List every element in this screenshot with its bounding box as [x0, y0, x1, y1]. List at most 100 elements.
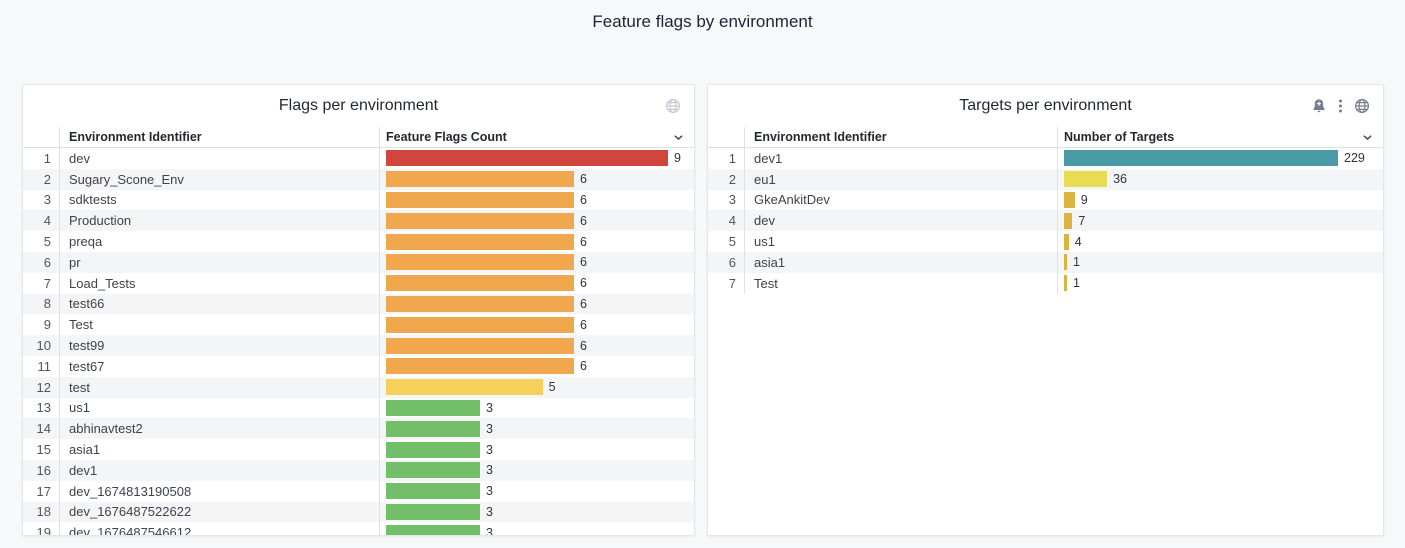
environment-identifier-cell: dev1 [59, 459, 379, 481]
bar-gauge [1064, 191, 1075, 208]
row-index: 6 [43, 254, 51, 270]
row-index: 5 [728, 234, 736, 250]
table-row: 5 us1 4 [708, 231, 1383, 252]
environment-identifier-cell: dev_1674813190508 [59, 480, 379, 502]
environment-identifier-cell: asia1 [744, 251, 1057, 273]
table-row: 14 abhinavtest2 3 [23, 418, 694, 440]
globe-icon[interactable] [665, 98, 681, 114]
bar-value-label: 7 [1078, 213, 1086, 228]
row-index: 4 [728, 213, 736, 229]
bar-gauge [386, 399, 480, 416]
value-cell: 36 [1057, 168, 1383, 190]
row-index: 13 [36, 400, 51, 416]
environment-identifier-cell: test66 [59, 293, 379, 315]
chevron-down-icon[interactable] [1361, 131, 1374, 144]
row-index: 3 [43, 192, 51, 208]
value-cell: 5 [379, 376, 694, 398]
table-row: 1 dev 9 [23, 148, 694, 169]
row-index: 2 [728, 171, 736, 187]
row-index: 5 [43, 234, 51, 250]
row-index: 6 [728, 254, 736, 270]
bar-value-label: 3 [486, 442, 493, 457]
environment-identifier-cell: Test [744, 272, 1057, 294]
environment-identifier-cell: Test [59, 314, 379, 336]
value-cell: 3 [379, 501, 694, 523]
column-header-value: Number of Targets [1057, 127, 1383, 147]
value-cell: 6 [379, 355, 694, 377]
bar-gauge [1064, 275, 1067, 292]
bar-value-label: 6 [580, 296, 587, 311]
bar-value-label: 36 [1113, 172, 1127, 187]
table-row: 4 Production 6 [23, 210, 694, 232]
bar-gauge [386, 150, 668, 167]
bar-value-label: 3 [486, 504, 493, 519]
bar-gauge [386, 379, 543, 396]
environment-identifier-cell: dev1 [744, 148, 1057, 169]
bar-value-label: 3 [486, 463, 493, 478]
bar-gauge [386, 420, 480, 437]
value-cell: 3 [379, 418, 694, 440]
value-cell: 6 [379, 293, 694, 315]
bar-value-label: 5 [548, 380, 556, 395]
row-index: 2 [43, 171, 51, 187]
value-cell: 3 [379, 522, 694, 535]
value-cell: 6 [379, 210, 694, 232]
bar-value-label: 9 [1080, 192, 1088, 207]
bar-gauge [386, 171, 574, 188]
table-row: 10 test99 6 [23, 335, 694, 356]
bar-value-label: 9 [674, 151, 681, 166]
table-row: 18 dev_1676487522622 3 [23, 501, 694, 523]
panel-title[interactable]: Flags per environment [278, 97, 439, 114]
bar-value-label: 3 [486, 421, 493, 436]
column-header-value: Feature Flags Count [379, 127, 694, 147]
environment-identifier-cell: us1 [59, 397, 379, 419]
table-body: 1 dev 9 2 Sugary_Scone_Env 6 3 sdktests 6 4 Produc… [23, 148, 694, 535]
value-cell: 6 [379, 251, 694, 273]
chevron-down-icon[interactable] [672, 131, 685, 144]
panel-icons [1311, 98, 1370, 114]
table-row: 3 GkeAnkitDev 9 [708, 189, 1383, 211]
panel-header: Targets per environment [708, 85, 1383, 127]
value-cell: 229 [1057, 148, 1383, 169]
bar-gauge [386, 441, 480, 458]
table-row: 16 dev1 3 [23, 459, 694, 481]
bar-value-label: 4 [1074, 234, 1082, 249]
value-cell: 3 [379, 459, 694, 481]
row-index: 14 [36, 421, 51, 437]
bar-gauge [1064, 233, 1069, 250]
bar-value-label: 6 [580, 276, 587, 291]
bar-gauge [386, 462, 480, 479]
value-cell: 6 [379, 314, 694, 336]
environment-identifier-cell: us1 [744, 231, 1057, 252]
table-row: 15 asia1 3 [23, 439, 694, 460]
bar-gauge [386, 316, 574, 333]
value-cell: 4 [1057, 231, 1383, 252]
bar-gauge [386, 358, 574, 375]
column-header-value-label[interactable]: Feature Flags Count [386, 130, 507, 144]
column-header-value-label[interactable]: Number of Targets [1064, 130, 1175, 144]
environment-identifier-cell: sdktests [59, 189, 379, 211]
column-header-environment-identifier[interactable]: Environment Identifier [59, 127, 379, 147]
table-row: 17 dev_1674813190508 3 [23, 480, 694, 502]
page-title: Feature flags by environment [592, 12, 813, 31]
panel-title[interactable]: Targets per environment [959, 97, 1132, 114]
row-index: 10 [36, 338, 51, 354]
bar-gauge [386, 483, 480, 500]
panel-flags-per-environment: Flags per environment Environment Identi… [22, 84, 695, 536]
bar-value-label: 6 [580, 192, 587, 207]
bell-plus-icon[interactable] [1311, 98, 1327, 114]
globe-icon[interactable] [1354, 98, 1370, 114]
bar-gauge [386, 212, 574, 229]
value-cell: 9 [1057, 189, 1383, 211]
table-row: 12 test 5 [23, 376, 694, 398]
bar-gauge [386, 233, 574, 250]
value-cell: 7 [1057, 210, 1383, 232]
table-row: 7 Test 1 [708, 272, 1383, 294]
column-header-environment-identifier[interactable]: Environment Identifier [744, 127, 1057, 147]
environment-identifier-cell: preqa [59, 231, 379, 252]
table-row: 19 dev_1676487546612 3 [23, 522, 694, 535]
bar-value-label: 6 [580, 234, 587, 249]
kebab-menu-icon[interactable] [1338, 98, 1343, 114]
environment-identifier-cell: GkeAnkitDev [744, 189, 1057, 211]
table-row: 7 Load_Tests 6 [23, 272, 694, 294]
